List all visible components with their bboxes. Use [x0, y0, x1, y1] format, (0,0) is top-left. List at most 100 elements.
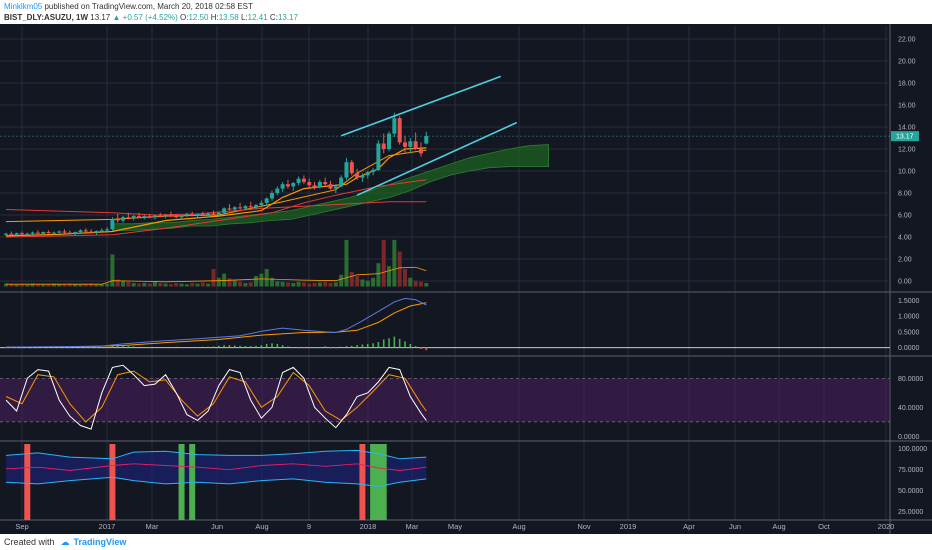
candle-body: [126, 217, 131, 219]
candle-body: [270, 193, 274, 199]
macd-hist-bar: [10, 347, 13, 348]
time-tick-label: 2017: [99, 522, 116, 531]
macd-hist-bar: [244, 346, 247, 348]
volume-bar: [280, 281, 285, 287]
macd-hist-bar: [31, 347, 34, 348]
candle-body: [4, 233, 8, 235]
macd-hist-bar: [356, 345, 358, 348]
candle-body: [83, 230, 88, 232]
candle-body: [57, 231, 62, 233]
candle-body: [200, 213, 205, 215]
channel-upper-line: [340, 75, 502, 137]
chart-area[interactable]: 22.00 20.00 18.00 16.00 14.00 12.00 10.00 8.00 6…: [0, 24, 932, 534]
macd-tick-label: 1.5000: [898, 298, 920, 305]
macd-hist-bar: [265, 343, 268, 348]
macd-hist-bar: [329, 347, 332, 349]
candle-body: [51, 232, 56, 234]
time-tick-label: 9: [307, 522, 311, 531]
candle-body: [387, 133, 392, 149]
candle-body: [349, 162, 354, 174]
candle-body: [307, 182, 312, 186]
time-tick-label: Jun: [211, 522, 223, 531]
volume-bar: [328, 283, 333, 287]
candle-body: [206, 213, 211, 215]
candle-body: [131, 216, 136, 219]
volume-bar: [275, 281, 280, 287]
macd-hist-bar: [233, 345, 236, 348]
macd-hist-bar: [372, 343, 374, 348]
macd-hist-bar: [202, 346, 204, 348]
volume-bar: [317, 282, 322, 287]
open-value: 12.50: [188, 13, 209, 22]
time-tick-label: Mar: [146, 522, 159, 531]
volume-bar: [307, 283, 312, 287]
macd-hist-bar: [85, 347, 87, 348]
macd-hist-bar: [420, 347, 422, 349]
volume-bar: [4, 283, 8, 287]
stoch-d-line: [5, 370, 427, 423]
candle-body: [94, 230, 99, 233]
candle-body: [333, 186, 338, 189]
candle-body: [248, 206, 253, 208]
osc-signal-bar: [109, 444, 116, 520]
macd-hist-bar: [324, 346, 326, 348]
volume-bar: [387, 266, 392, 287]
candle-body: [392, 118, 397, 134]
macd-hist-bar: [297, 347, 300, 349]
candle-body: [142, 216, 147, 218]
macd-tick-label: 1.0000: [898, 314, 920, 321]
author-link[interactable]: Minklkm05: [4, 2, 43, 11]
candle-body: [243, 206, 248, 209]
candle-body: [360, 175, 365, 178]
time-tick-label: May: [448, 522, 462, 531]
macd-hist-bar: [255, 345, 257, 348]
candle-body: [211, 213, 216, 215]
candle-body: [99, 230, 104, 232]
macd-hist-bar: [425, 347, 428, 351]
high-value: 13.58: [218, 13, 239, 22]
volume-bar: [408, 277, 413, 287]
stoch-tick-label: 40.0000: [898, 405, 923, 412]
osc-signal-bar: [189, 444, 196, 520]
price-tick-label: 0.00: [898, 279, 912, 286]
volume-bar: [67, 283, 72, 287]
stoch-tick-label: 80.0000: [898, 376, 923, 383]
macd-line: [5, 297, 427, 348]
candle-body: [280, 184, 285, 189]
candle-body: [376, 143, 381, 170]
volume-bar: [216, 277, 221, 287]
high-label: H:: [208, 13, 219, 22]
candle-body: [238, 207, 243, 209]
volume-bar: [46, 284, 51, 287]
tradingview-logo[interactable]: TradingView: [73, 537, 127, 547]
chart-svg[interactable]: 22.00 20.00 18.00 16.00 14.00 12.00 10.00 8.00 6…: [0, 24, 932, 534]
time-tick-label: Sep: [15, 522, 28, 531]
time-tick-label: 2019: [620, 522, 637, 531]
macd-hist-bar: [122, 345, 124, 348]
volume-bar: [413, 280, 418, 287]
price-tick-label: 16.00: [898, 103, 916, 110]
candle-body: [328, 184, 333, 189]
volume-bar: [30, 283, 35, 287]
candle-body: [152, 215, 157, 218]
volume-bar: [291, 283, 296, 287]
volume-bar: [264, 269, 269, 287]
tradingview-cloud-icon: ☁: [60, 537, 70, 547]
stoch-k-line: [5, 364, 427, 430]
volume-bar: [424, 283, 429, 287]
candle-body: [67, 232, 72, 234]
macd-hist-bar: [191, 347, 193, 348]
baseline-line: [5, 149, 427, 223]
created-with-text: Created with: [4, 537, 55, 547]
candle-body: [78, 230, 83, 233]
macd-hist-bar: [63, 347, 66, 348]
volume-bar: [403, 269, 407, 287]
macd-hist-bar: [106, 347, 108, 348]
macd-hist-bar: [196, 347, 199, 348]
candle-body: [275, 188, 280, 193]
volume-bar: [418, 281, 423, 287]
macd-hist-bar: [170, 347, 172, 348]
volume-bar: [381, 239, 386, 287]
volume-bar: [131, 283, 136, 287]
price-tick-label: 12.00: [898, 147, 916, 154]
